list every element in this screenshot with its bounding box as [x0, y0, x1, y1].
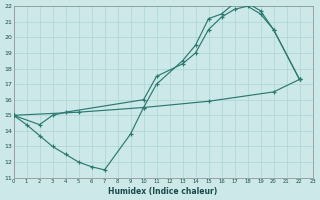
X-axis label: Humidex (Indice chaleur): Humidex (Indice chaleur) [108, 187, 218, 196]
